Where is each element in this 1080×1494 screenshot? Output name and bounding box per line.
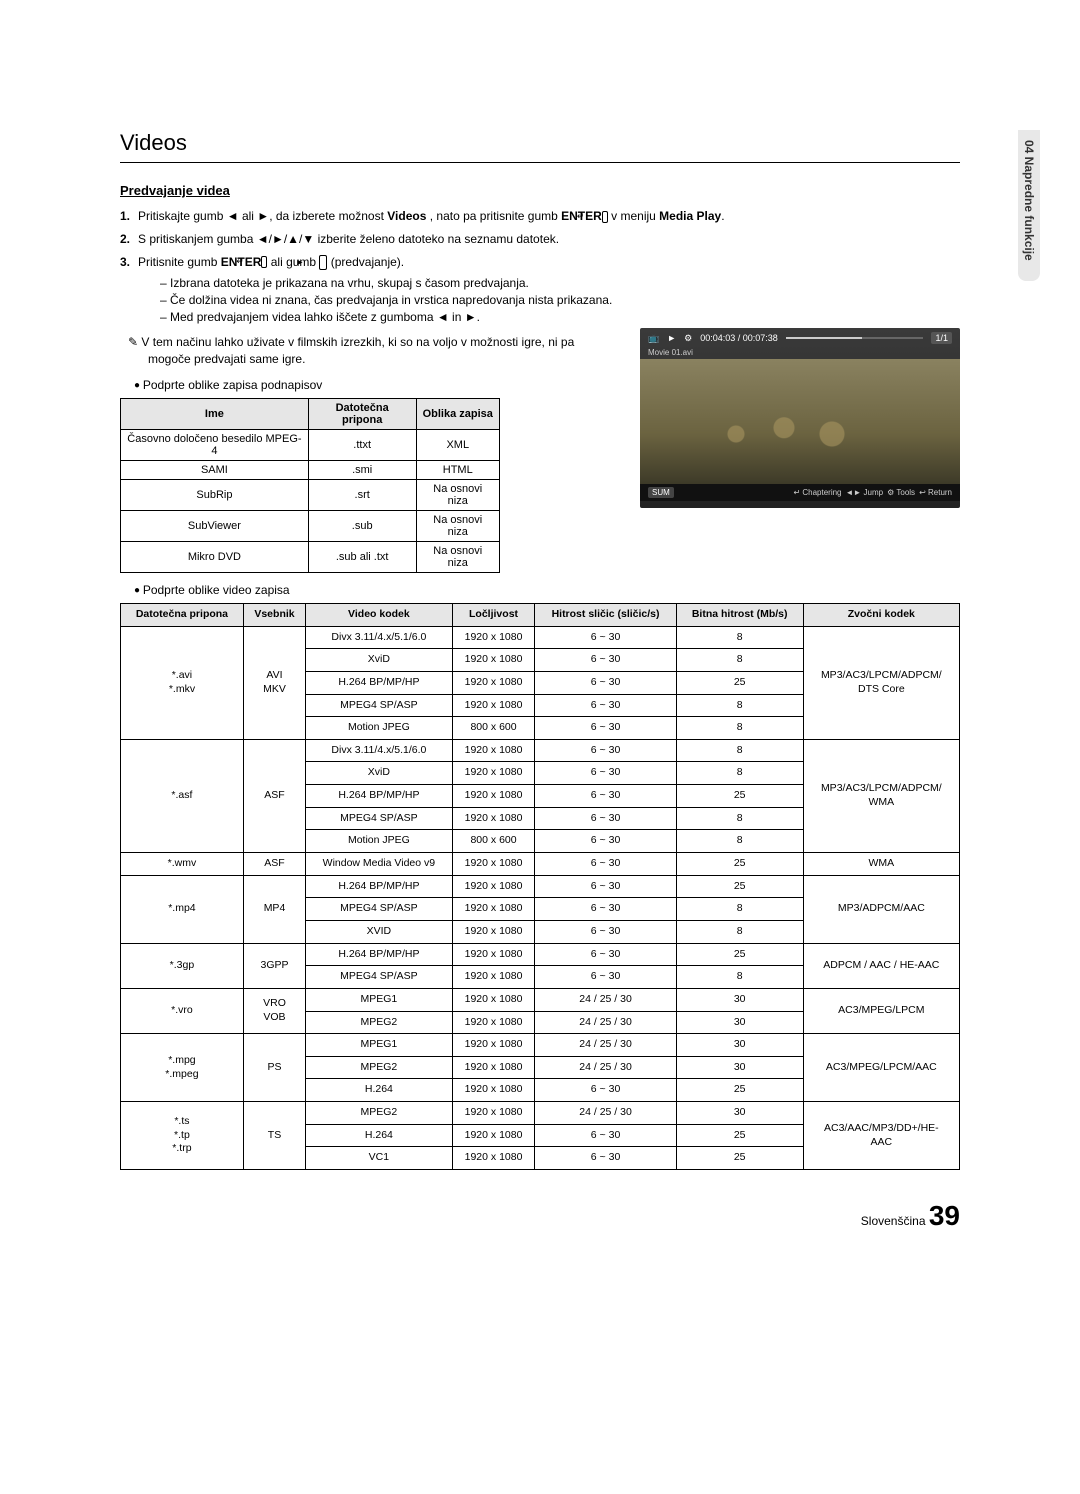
table-row: SubRip.srtNa osnovi niza (121, 479, 500, 510)
note: ✎ V tem načinu lahko uživate v filmskih … (120, 334, 610, 368)
sub-heading: Predvajanje videa (120, 183, 960, 198)
bullet-subtitle: Podprte oblike zapisa podnapisov (120, 378, 610, 392)
table-header: Ločljivost (452, 603, 535, 626)
tv-icon: 📺 (648, 333, 659, 344)
sub-item: Izbrana datoteka je prikazana na vrhu, s… (160, 276, 960, 290)
preview-image (640, 359, 960, 484)
step-1: 1.Pritiskajte gumb ◄ ali ►, da izberete … (120, 208, 960, 225)
side-tab: 04 Napredne funkcije (1018, 130, 1040, 281)
preview-time: 00:04:03 / 00:07:38 (700, 333, 778, 343)
subtitle-table: ImeDatotečna priponaOblika zapisa Časovn… (120, 398, 500, 573)
table-row: *.mpg *.mpegPSMPEG11920 x 108024 / 25 / … (121, 1034, 960, 1057)
preview-filename: Movie 01.avi (640, 348, 960, 359)
table-row: *.wmvASFWindow Media Video v91920 x 1080… (121, 853, 960, 876)
page-footer: Slovenščina 39 (120, 1200, 960, 1232)
table-row: *.asfASFDivx 3.11/4.x/5.1/6.01920 x 1080… (121, 739, 960, 762)
step-2: 2.S pritiskanjem gumba ◄/►/▲/▼ izberite … (120, 231, 960, 248)
sub-item: Če dolžina videa ni znana, čas predvajan… (160, 293, 960, 307)
sub-list: Izbrana datoteka je prikazana na vrhu, s… (120, 276, 960, 324)
table-row: Mikro DVD.sub ali .txtNa osnovi niza (121, 541, 500, 572)
table-row: Časovno določeno besedilo MPEG-4.ttxtXML (121, 429, 500, 460)
hint: ⚙ Tools (887, 488, 915, 497)
table-header: Hitrost sličic (sličic/s) (535, 603, 676, 626)
table-header: Ime (121, 398, 309, 429)
table-header: Datotečna pripona (308, 398, 416, 429)
table-row: *.3gp3GPPH.264 BP/MP/HP1920 x 10806 ~ 30… (121, 943, 960, 966)
table-header: Bitna hitrost (Mb/s) (676, 603, 803, 626)
step-3: 3.Pritisnite gumb ENTER↵ ali gumb ► (pre… (120, 254, 960, 271)
hint: ↩ Return (919, 488, 952, 497)
table-header: Zvočni kodek (803, 603, 959, 626)
table-row: SubViewer.subNa osnovi niza (121, 510, 500, 541)
preview-counter: 1/1 (931, 332, 952, 344)
table-row: *.mp4MP4H.264 BP/MP/HP1920 x 10806 ~ 302… (121, 875, 960, 898)
hint: ↵ Chaptering (793, 488, 841, 497)
sub-item: Med predvajanjem videa lahko iščete z gu… (160, 310, 960, 324)
sum-badge: SUM (648, 487, 674, 498)
table-header: Oblika zapisa (416, 398, 500, 429)
table-row: SAMI.smiHTML (121, 460, 500, 479)
gear-icon: ⚙ (684, 333, 692, 344)
format-table: Datotečna priponaVsebnikVideo kodekLočlj… (120, 603, 960, 1170)
table-row: *.vroVRO VOBMPEG11920 x 108024 / 25 / 30… (121, 988, 960, 1011)
table-row: *.ts *.tp *.trpTSMPEG21920 x 108024 / 25… (121, 1102, 960, 1125)
play-icon: ► (667, 333, 676, 343)
steps-list: 1.Pritiskajte gumb ◄ ali ►, da izberete … (120, 208, 960, 270)
page-title: Videos (120, 130, 960, 163)
progress-bar (786, 337, 924, 339)
table-header: Vsebnik (243, 603, 305, 626)
bullet-video: Podprte oblike video zapisa (120, 583, 960, 597)
table-header: Datotečna pripona (121, 603, 244, 626)
video-preview: 📺 ► ⚙ 00:04:03 / 00:07:38 1/1 Movie 01.a… (640, 328, 960, 508)
table-row: *.avi *.mkvAVI MKVDivx 3.11/4.x/5.1/6.01… (121, 626, 960, 649)
table-header: Video kodek (306, 603, 453, 626)
hint: ◄► Jump (846, 488, 884, 497)
